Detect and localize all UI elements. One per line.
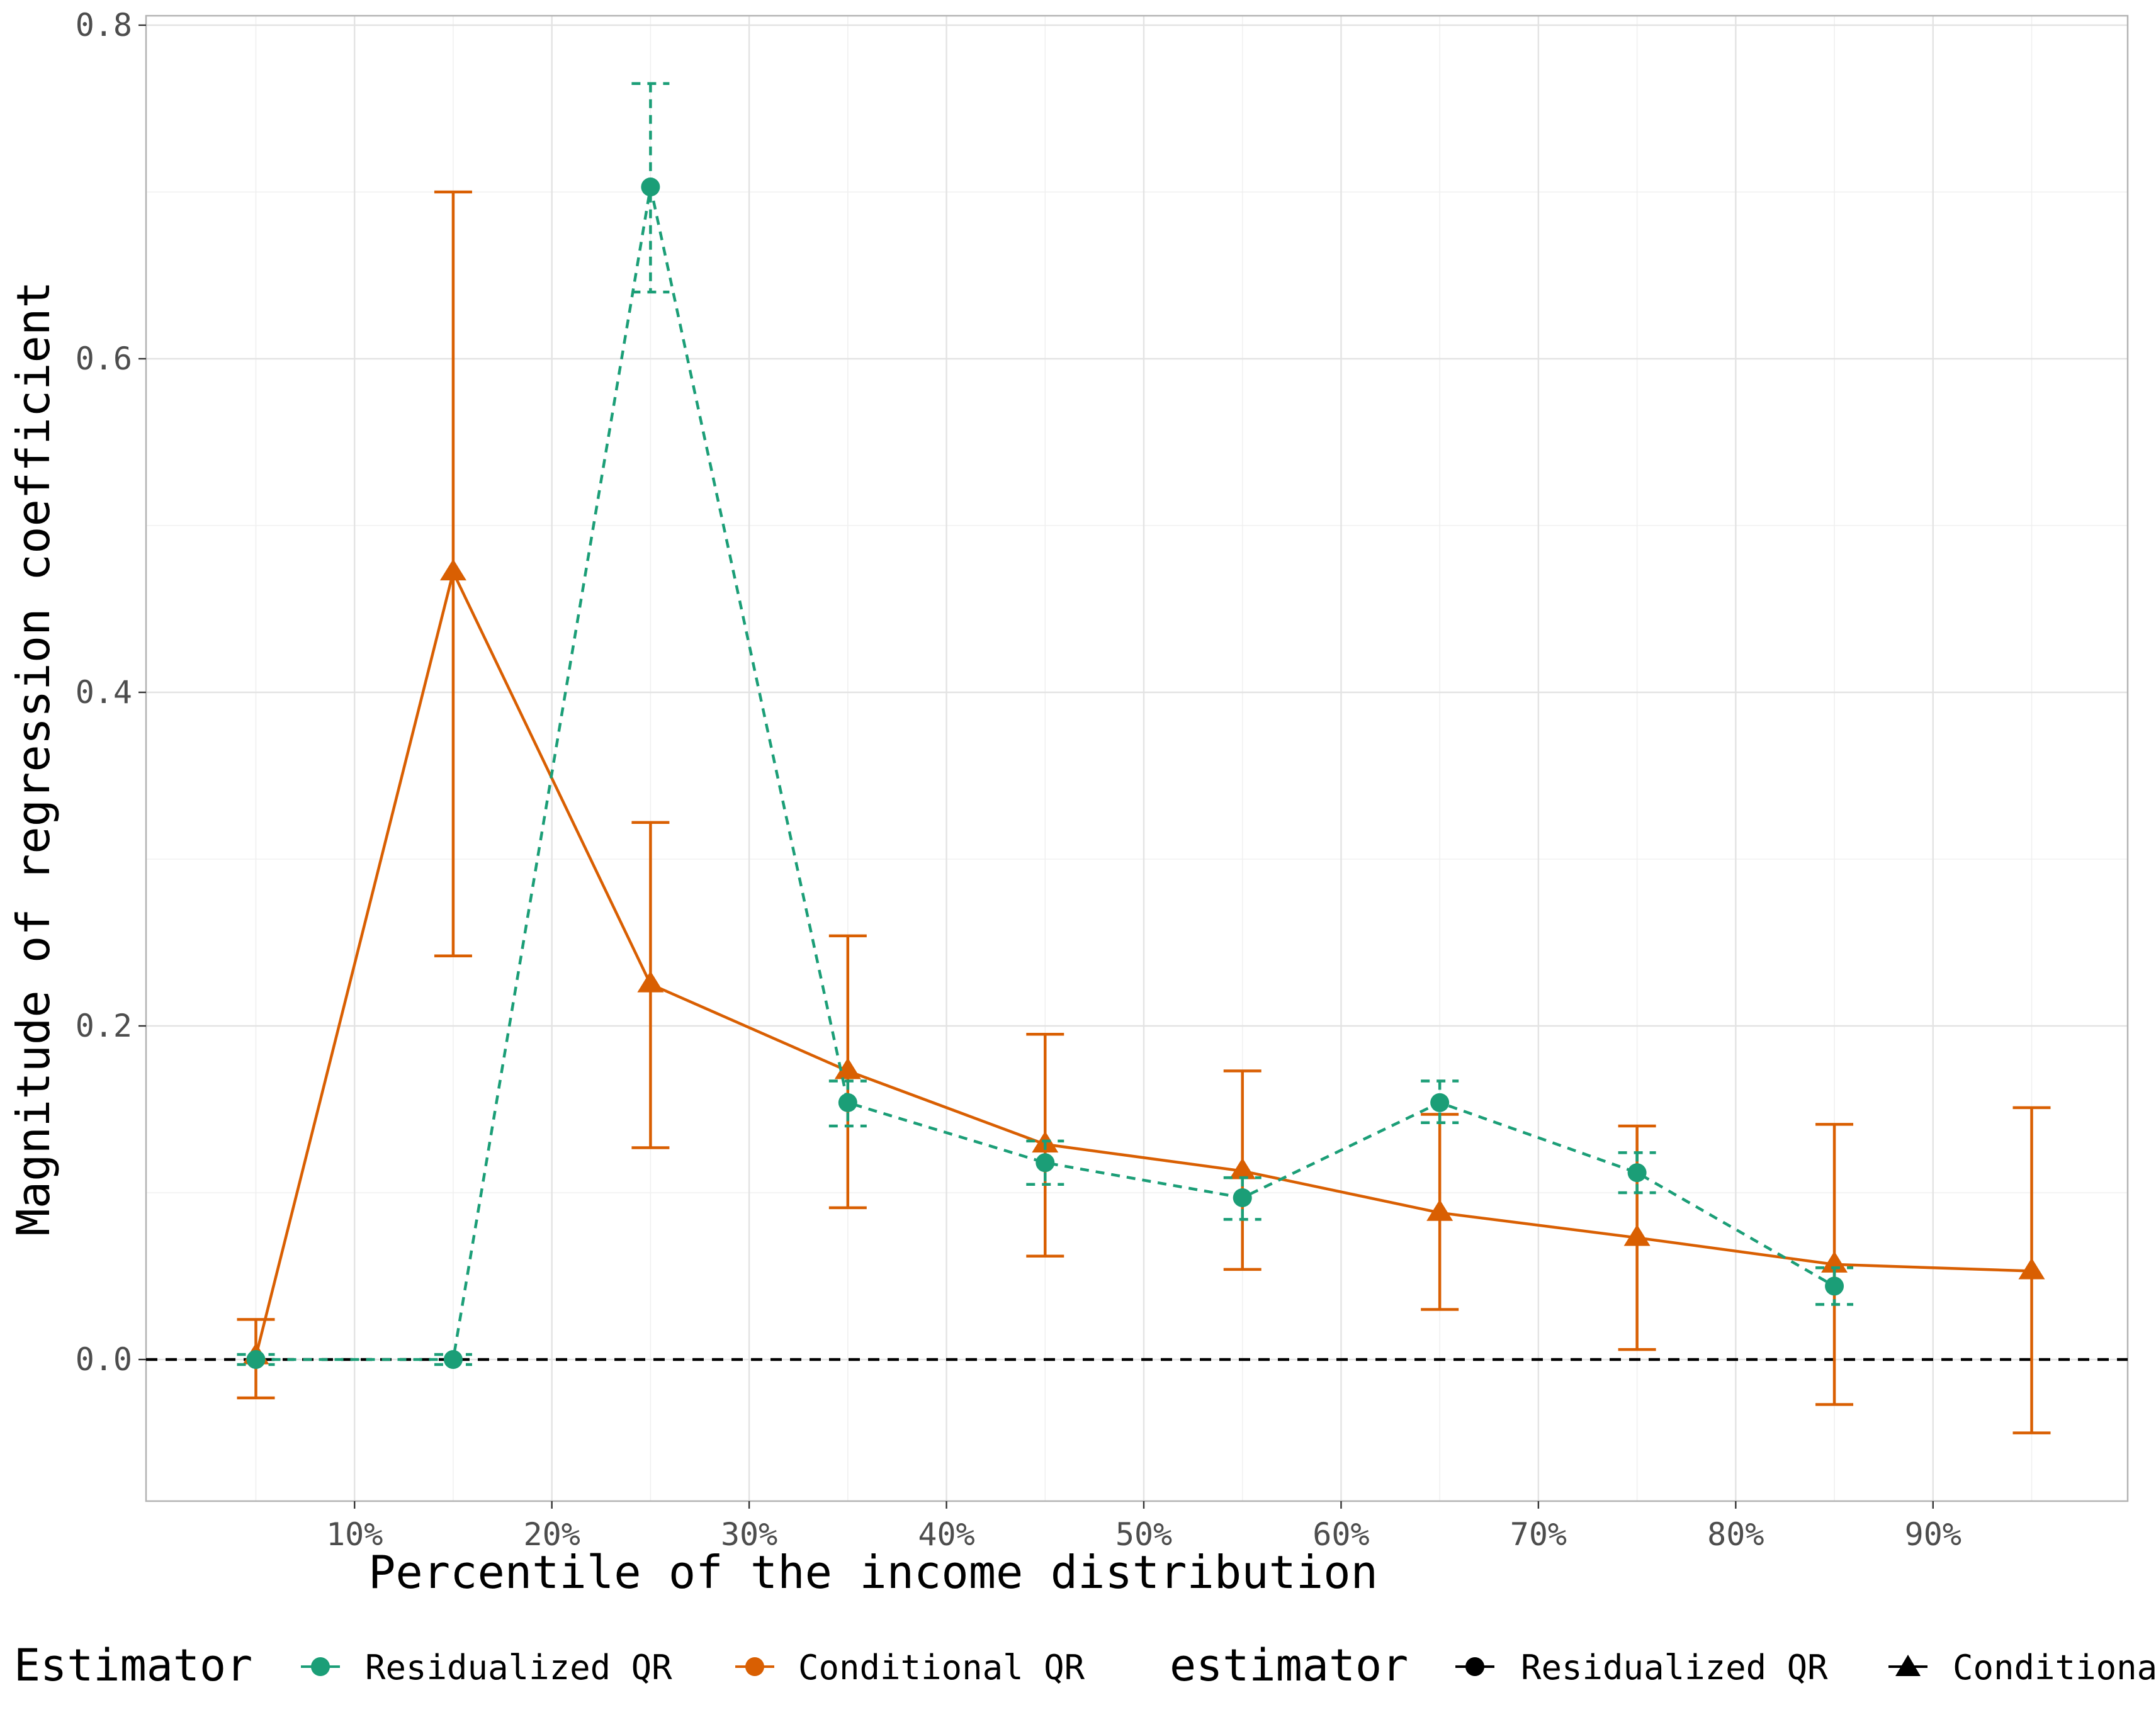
data-point bbox=[246, 1350, 266, 1369]
legend-label: Residualized QR bbox=[1521, 1648, 1828, 1687]
x-tick-label: 30% bbox=[721, 1516, 777, 1553]
y-tick-label: 0.0 bbox=[76, 1341, 132, 1378]
series-layer bbox=[237, 82, 2051, 1434]
x-tick-label: 90% bbox=[1905, 1516, 1961, 1553]
legend-label: Conditional QR bbox=[798, 1648, 1085, 1687]
data-point bbox=[1036, 1153, 1055, 1173]
x-tick-label: 50% bbox=[1115, 1516, 1172, 1553]
data-point bbox=[1430, 1093, 1450, 1112]
y-tick-label: 0.4 bbox=[76, 674, 132, 711]
x-tick-label: 10% bbox=[326, 1516, 383, 1553]
legend-color-title: Estimator bbox=[14, 1640, 252, 1691]
error-bar bbox=[631, 82, 670, 294]
data-point bbox=[1426, 1199, 1453, 1221]
data-point bbox=[637, 971, 664, 993]
plot-panel-border bbox=[145, 14, 2129, 1502]
series-residualized-qr bbox=[237, 82, 1854, 1369]
legend-key-triangle bbox=[1895, 1655, 1921, 1676]
x-tick-label: 70% bbox=[1510, 1516, 1567, 1553]
data-point bbox=[1233, 1188, 1252, 1207]
data-point bbox=[1825, 1276, 1844, 1296]
legend-label: Residualized QR bbox=[365, 1648, 672, 1687]
data-point bbox=[2018, 1258, 2045, 1280]
legend: Estimator Residualized QR Conditional QR… bbox=[14, 1640, 2156, 1691]
x-tick-label: 60% bbox=[1312, 1516, 1369, 1553]
plot-panel bbox=[146, 16, 2128, 1501]
legend-item-residualized-qr-shape: Residualized QR bbox=[1455, 1648, 1828, 1687]
data-point bbox=[1229, 1157, 1256, 1179]
y-tick-label: 0.2 bbox=[76, 1008, 132, 1044]
legend-shape-title: estimator bbox=[1170, 1640, 1408, 1691]
grid-major bbox=[146, 16, 2128, 1501]
y-tick-label: 0.8 bbox=[76, 7, 132, 43]
y-axis: 0.0 0.2 0.4 0.6 0.8 bbox=[76, 7, 146, 1378]
legend-item-residualized-qr-color: Residualized QR bbox=[301, 1648, 672, 1687]
legend-label: Conditional QR bbox=[1953, 1648, 2156, 1687]
data-point bbox=[838, 1093, 857, 1112]
series-line bbox=[256, 185, 1836, 1361]
data-point bbox=[443, 1350, 463, 1369]
x-tick-label: 40% bbox=[918, 1516, 974, 1553]
legend-key-circle bbox=[311, 1657, 330, 1676]
legend-key-circle bbox=[1465, 1657, 1484, 1676]
x-tick-label: 20% bbox=[524, 1516, 580, 1553]
data-point bbox=[641, 177, 660, 197]
y-axis-title: Magnitude of regression coefficient bbox=[7, 281, 60, 1236]
x-axis: 10% 20% 30% 40% 50% 60% 70% 80% 90% bbox=[326, 1501, 1961, 1553]
x-axis-title: Percentile of the income distribution bbox=[368, 1546, 1378, 1599]
legend-item-conditional-qr-shape: Conditional QR bbox=[1888, 1648, 2156, 1687]
y-tick-label: 0.6 bbox=[76, 341, 132, 377]
data-point bbox=[1821, 1251, 1848, 1273]
data-point bbox=[1623, 1224, 1651, 1246]
legend-key-circle bbox=[745, 1657, 764, 1676]
data-point bbox=[834, 1057, 861, 1079]
legend-item-conditional-qr-color: Conditional QR bbox=[735, 1648, 1085, 1687]
x-tick-label: 80% bbox=[1707, 1516, 1764, 1553]
data-point bbox=[1627, 1163, 1647, 1183]
data-point bbox=[439, 559, 466, 581]
